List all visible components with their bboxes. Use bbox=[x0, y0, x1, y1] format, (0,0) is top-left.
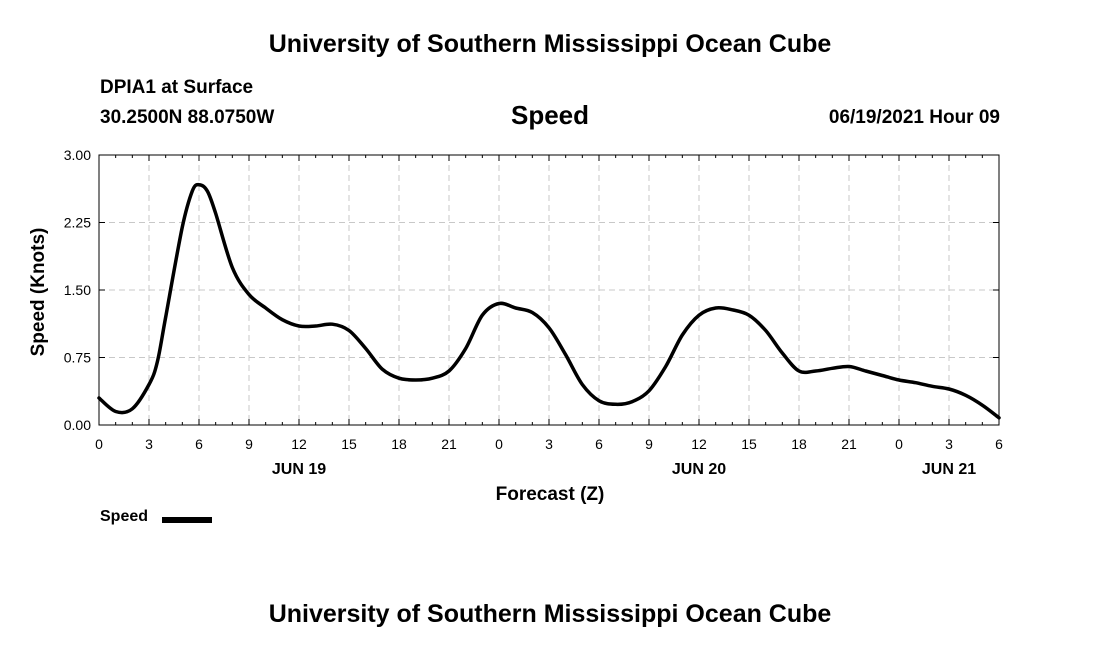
x-tick-label: 0 bbox=[895, 436, 903, 452]
x-tick-label: 18 bbox=[791, 436, 807, 452]
y-tick-label: 0.75 bbox=[64, 350, 91, 366]
x-tick-label: 3 bbox=[545, 436, 553, 452]
day-label: JUN 20 bbox=[672, 461, 726, 478]
y-tick-label: 1.50 bbox=[64, 282, 91, 298]
x-tick-label: 6 bbox=[595, 436, 603, 452]
x-tick-label: 3 bbox=[145, 436, 153, 452]
x-axis-label: Forecast (Z) bbox=[496, 484, 605, 505]
x-tick-label: 15 bbox=[741, 436, 757, 452]
x-tick-label: 12 bbox=[691, 436, 707, 452]
x-tick-label: 21 bbox=[441, 436, 457, 452]
x-tick-label: 12 bbox=[291, 436, 307, 452]
series-line-speed bbox=[97, 182, 1001, 420]
y-tick-label: 0.00 bbox=[64, 417, 91, 433]
x-tick-label: 9 bbox=[645, 436, 653, 452]
day-label: JUN 19 bbox=[272, 461, 326, 478]
x-tick-label: 21 bbox=[841, 436, 857, 452]
x-tick-label: 18 bbox=[391, 436, 407, 452]
x-tick-label: 6 bbox=[195, 436, 203, 452]
day-label: JUN 21 bbox=[922, 461, 976, 478]
timestamp-label: 06/19/2021 Hour 09 bbox=[828, 107, 1000, 128]
station-label: DPIA1 at Surface bbox=[100, 77, 254, 98]
y-axis-label: Speed (Knots) bbox=[28, 228, 49, 357]
chart-title: Speed bbox=[510, 100, 590, 130]
x-tick-label: 9 bbox=[245, 436, 253, 452]
x-tick-label: 3 bbox=[945, 436, 953, 452]
top-title: University of Southern Mississippi Ocean… bbox=[268, 30, 832, 58]
coordinates-label: 30.2500N 88.0750W bbox=[100, 107, 275, 128]
y-tick-label: 2.25 bbox=[64, 215, 91, 231]
x-tick-label: 0 bbox=[95, 436, 103, 452]
x-tick-label: 15 bbox=[341, 436, 357, 452]
y-tick-label: 3.00 bbox=[64, 147, 91, 163]
x-tick-label: 0 bbox=[495, 436, 503, 452]
legend-swatch bbox=[162, 517, 212, 523]
bottom-title: University of Southern Mississippi Ocean… bbox=[268, 600, 832, 628]
x-tick-label: 6 bbox=[995, 436, 1003, 452]
legend-label: Speed bbox=[100, 508, 149, 525]
